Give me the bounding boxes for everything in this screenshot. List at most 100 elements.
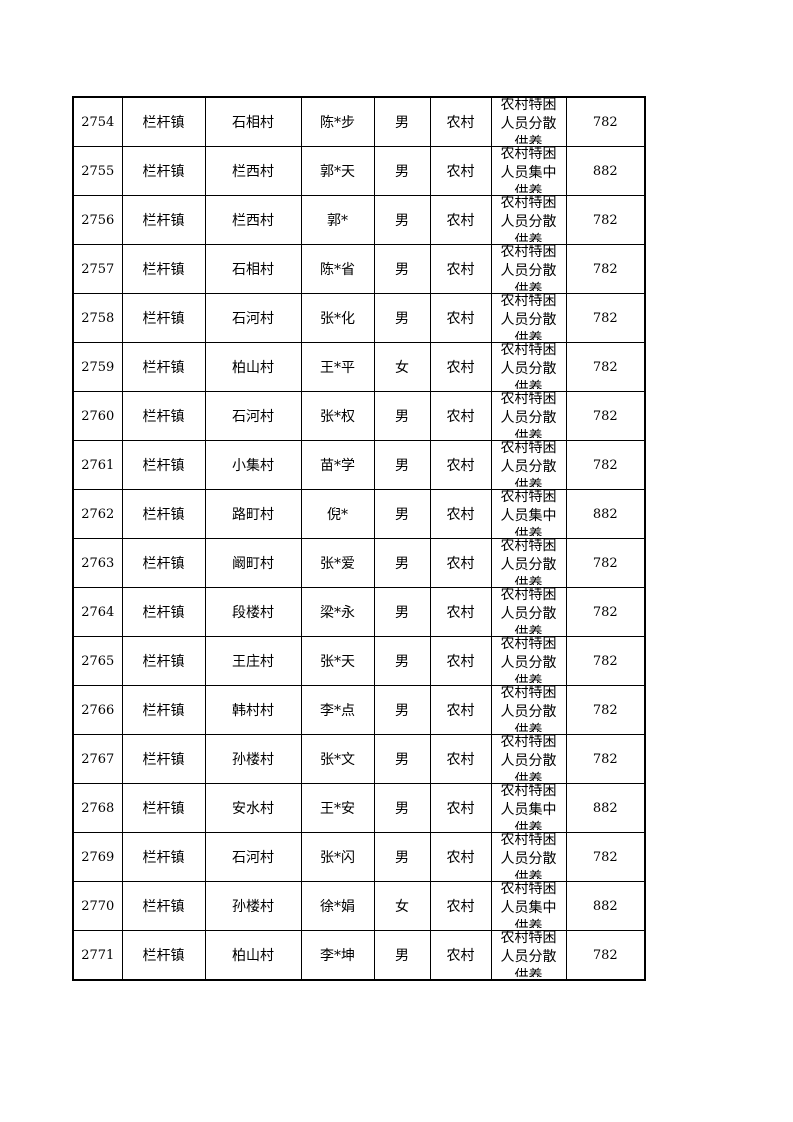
- cell-type: 农村特困人员分散供养: [490, 930, 567, 981]
- cell-name: 王*平: [300, 342, 375, 392]
- cell-id: 2764: [72, 587, 123, 637]
- cell-name: 徐*娟: [300, 881, 375, 931]
- cell-area: 农村: [429, 293, 492, 343]
- table-row: 2766 栏杆镇 韩村村 李*点男农村 农村特困人员分散供养 782: [72, 685, 646, 735]
- cell-area: 农村: [429, 685, 492, 735]
- cell-village: 柏山村: [204, 930, 302, 981]
- cell-village: 阚町村: [204, 538, 302, 588]
- cell-gender: 男: [373, 930, 431, 981]
- cell-id: 2757: [72, 244, 123, 294]
- cell-village: 安水村: [204, 783, 302, 833]
- cell-id: 2768: [72, 783, 123, 833]
- cell-name: 张*天: [300, 636, 375, 686]
- cell-town: 栏杆镇: [121, 244, 206, 294]
- cell-type: 农村特困人员分散供养: [490, 587, 567, 637]
- cell-id: 2767: [72, 734, 123, 784]
- beneficiary-table: 2754 栏杆镇 石相村 陈*步男农村 农村特困人员分散供养 782 2755 栏杆镇 栏西村郭…: [72, 96, 646, 981]
- cell-amount: 782: [565, 440, 646, 490]
- cell-id: 2763: [72, 538, 123, 588]
- cell-gender: 男: [373, 783, 431, 833]
- cell-id: 2759: [72, 342, 123, 392]
- cell-amount: 782: [565, 293, 646, 343]
- cell-village: 石河村: [204, 293, 302, 343]
- cell-area: 农村: [429, 440, 492, 490]
- cell-amount: 782: [565, 734, 646, 784]
- support-type-text: 农村特困人员分散供养: [500, 734, 557, 782]
- cell-village: 栏西村: [204, 195, 302, 245]
- cell-name: 张*闪: [300, 832, 375, 882]
- cell-name: 陈*省: [300, 244, 375, 294]
- cell-area: 农村: [429, 881, 492, 931]
- cell-village: 柏山村: [204, 342, 302, 392]
- cell-id: 2755: [72, 146, 123, 196]
- cell-id: 2756: [72, 195, 123, 245]
- cell-area: 农村: [429, 587, 492, 637]
- support-type-text: 农村特困人员集中供养: [500, 783, 557, 831]
- support-type-text: 农村特困人员分散供养: [500, 832, 557, 880]
- cell-village: 石河村: [204, 391, 302, 441]
- cell-town: 栏杆镇: [121, 587, 206, 637]
- cell-town: 栏杆镇: [121, 832, 206, 882]
- table-row: 2771 栏杆镇 柏山村 李*坤男农村 农村特困人员分散供养 782: [72, 930, 646, 981]
- cell-id: 2760: [72, 391, 123, 441]
- cell-id: 2770: [72, 881, 123, 931]
- support-type-text: 农村特困人员集中供养: [500, 146, 557, 194]
- cell-type: 农村特困人员分散供养: [490, 538, 567, 588]
- cell-gender: 男: [373, 96, 431, 147]
- cell-amount: 782: [565, 930, 646, 981]
- table-row: 2769 栏杆镇 石河村 张*闪男农村 农村特困人员分散供养 782: [72, 832, 646, 882]
- cell-area: 农村: [429, 930, 492, 981]
- cell-gender: 男: [373, 244, 431, 294]
- cell-type: 农村特困人员集中供养: [490, 489, 567, 539]
- table-row: 2760 栏杆镇 石河村 张*权男农村 农村特困人员分散供养 782: [72, 391, 646, 441]
- cell-gender: 男: [373, 734, 431, 784]
- cell-type: 农村特困人员分散供养: [490, 636, 567, 686]
- cell-area: 农村: [429, 538, 492, 588]
- cell-type: 农村特困人员分散供养: [490, 244, 567, 294]
- cell-id: 2771: [72, 930, 123, 981]
- support-type-text: 农村特困人员分散供养: [500, 293, 557, 341]
- cell-type: 农村特困人员集中供养: [490, 881, 567, 931]
- cell-town: 栏杆镇: [121, 734, 206, 784]
- cell-village: 韩村村: [204, 685, 302, 735]
- cell-gender: 男: [373, 587, 431, 637]
- cell-amount: 782: [565, 195, 646, 245]
- cell-type: 农村特困人员分散供养: [490, 96, 567, 147]
- cell-type: 农村特困人员分散供养: [490, 832, 567, 882]
- cell-area: 农村: [429, 96, 492, 147]
- support-type-text: 农村特困人员分散供养: [500, 930, 557, 977]
- cell-village: 孙楼村: [204, 734, 302, 784]
- cell-gender: 男: [373, 489, 431, 539]
- cell-village: 孙楼村: [204, 881, 302, 931]
- cell-name: 李*坤: [300, 930, 375, 981]
- cell-area: 农村: [429, 832, 492, 882]
- cell-town: 栏杆镇: [121, 685, 206, 735]
- support-type-text: 农村特困人员分散供养: [500, 538, 557, 586]
- cell-amount: 782: [565, 244, 646, 294]
- cell-village: 石河村: [204, 832, 302, 882]
- cell-village: 王庄村: [204, 636, 302, 686]
- table-body: 2754 栏杆镇 石相村 陈*步男农村 农村特困人员分散供养 782 2755 栏杆镇 栏西村郭…: [72, 96, 646, 981]
- cell-name: 张*化: [300, 293, 375, 343]
- support-type-text: 农村特困人员分散供养: [500, 97, 557, 144]
- cell-name: 陈*步: [300, 96, 375, 147]
- support-type-text: 农村特困人员分散供养: [500, 195, 557, 243]
- cell-amount: 782: [565, 342, 646, 392]
- cell-type: 农村特困人员分散供养: [490, 685, 567, 735]
- cell-id: 2761: [72, 440, 123, 490]
- table-row: 2757 栏杆镇 石相村 陈*省男农村 农村特困人员分散供养 782: [72, 244, 646, 294]
- cell-gender: 男: [373, 195, 431, 245]
- cell-type: 农村特困人员分散供养: [490, 440, 567, 490]
- cell-town: 栏杆镇: [121, 636, 206, 686]
- cell-gender: 男: [373, 636, 431, 686]
- cell-town: 栏杆镇: [121, 930, 206, 981]
- table-row: 2756 栏杆镇 栏西村 郭* 男农村 农村特困人员分散供养 782: [72, 195, 646, 245]
- cell-town: 栏杆镇: [121, 881, 206, 931]
- cell-village: 石相村: [204, 96, 302, 147]
- cell-area: 农村: [429, 489, 492, 539]
- table-row: 2761 栏杆镇 小集村 苗*学男农村 农村特困人员分散供养 782: [72, 440, 646, 490]
- support-type-text: 农村特困人员集中供养: [500, 881, 557, 929]
- cell-town: 栏杆镇: [121, 195, 206, 245]
- cell-gender: 男: [373, 440, 431, 490]
- cell-name: 张*文: [300, 734, 375, 784]
